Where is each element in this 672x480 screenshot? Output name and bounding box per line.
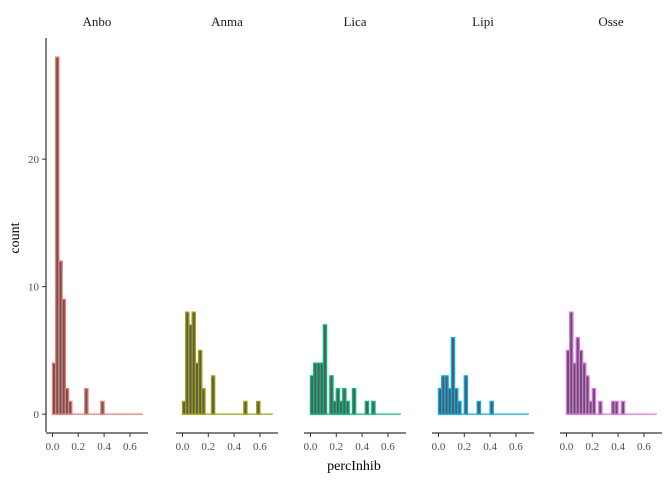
histogram-bar [256,400,261,415]
histogram-bar [351,387,357,415]
x-tick-label: 0.4 [227,441,241,453]
histogram-bar [457,400,462,415]
x-tick-label: 0.0 [46,441,60,453]
histogram-bar [476,400,482,415]
histogram-bar [614,400,619,415]
x-tick-label: 0.4 [97,441,111,453]
histogram-bar [67,400,73,415]
histogram-bar [345,400,350,415]
y-tick-label: 20 [28,154,40,166]
x-tick-label: 0.0 [432,441,446,453]
x-tick-label: 0.4 [611,441,625,453]
histogram-bar [489,400,494,415]
x-tick-label: 0.4 [355,441,369,453]
histogram-bar [371,400,376,415]
panel-title: Lipi [472,14,494,29]
panel-title: Anbo [83,14,112,29]
histogram-bar [463,375,469,415]
histogram-bar [210,375,216,415]
x-tick-label: 0.2 [457,441,471,453]
panel-anbo: Anbo 0.0 0.2 0.4 0.6 [46,14,148,453]
x-tick-label: 0.6 [637,441,651,453]
y-tick-label: 10 [28,282,40,294]
histogram-bar [84,387,89,415]
x-tick-label: 0.0 [176,441,190,453]
histogram-bar [364,400,370,415]
x-tick-label: 0.6 [381,441,395,453]
panel-title: Osse [598,14,624,29]
histogram-bar [620,400,626,415]
panel-osse: Osse 0.0 0.2 0.4 0.6 [560,14,662,453]
x-tick-label: 0.6 [123,441,137,453]
y-axis-title: count [8,222,23,253]
x-tick-label: 0.2 [71,441,85,453]
panel-anma: Anma 0.0 0.2 0.4 0.6 [176,14,278,453]
histogram-bar [322,324,328,415]
x-axis-title: percInhib [327,459,381,474]
histogram-bar [243,400,248,415]
x-tick-label: 0.0 [304,441,318,453]
y-tick-label: 0 [34,409,40,421]
x-tick-label: 0.4 [483,441,497,453]
histogram-bar [591,387,597,415]
x-tick-label: 0.2 [201,441,215,453]
histogram-bar [100,400,105,415]
x-tick-label: 0.6 [253,441,267,453]
x-tick-label: 0.2 [329,441,343,453]
histogram-bar [598,400,603,415]
y-axis: 0 10 20 [28,38,47,432]
panel-title: Anma [211,14,243,29]
x-tick-label: 0.0 [560,441,574,453]
panels-layer: Anbo 0.0 0.2 0.4 0.6 Anma 0.0 0.2 0.4 0.6 Lica 0.0 0… [46,14,662,453]
panel-lipi: Lipi 0.0 0.2 0.4 0.6 [432,14,534,453]
panel-lica: Lica 0.0 0.2 0.4 0.6 [304,14,406,453]
histogram-bar [201,387,206,415]
x-tick-label: 0.6 [509,441,523,453]
panel-title: Lica [343,14,366,29]
x-tick-label: 0.2 [585,441,599,453]
